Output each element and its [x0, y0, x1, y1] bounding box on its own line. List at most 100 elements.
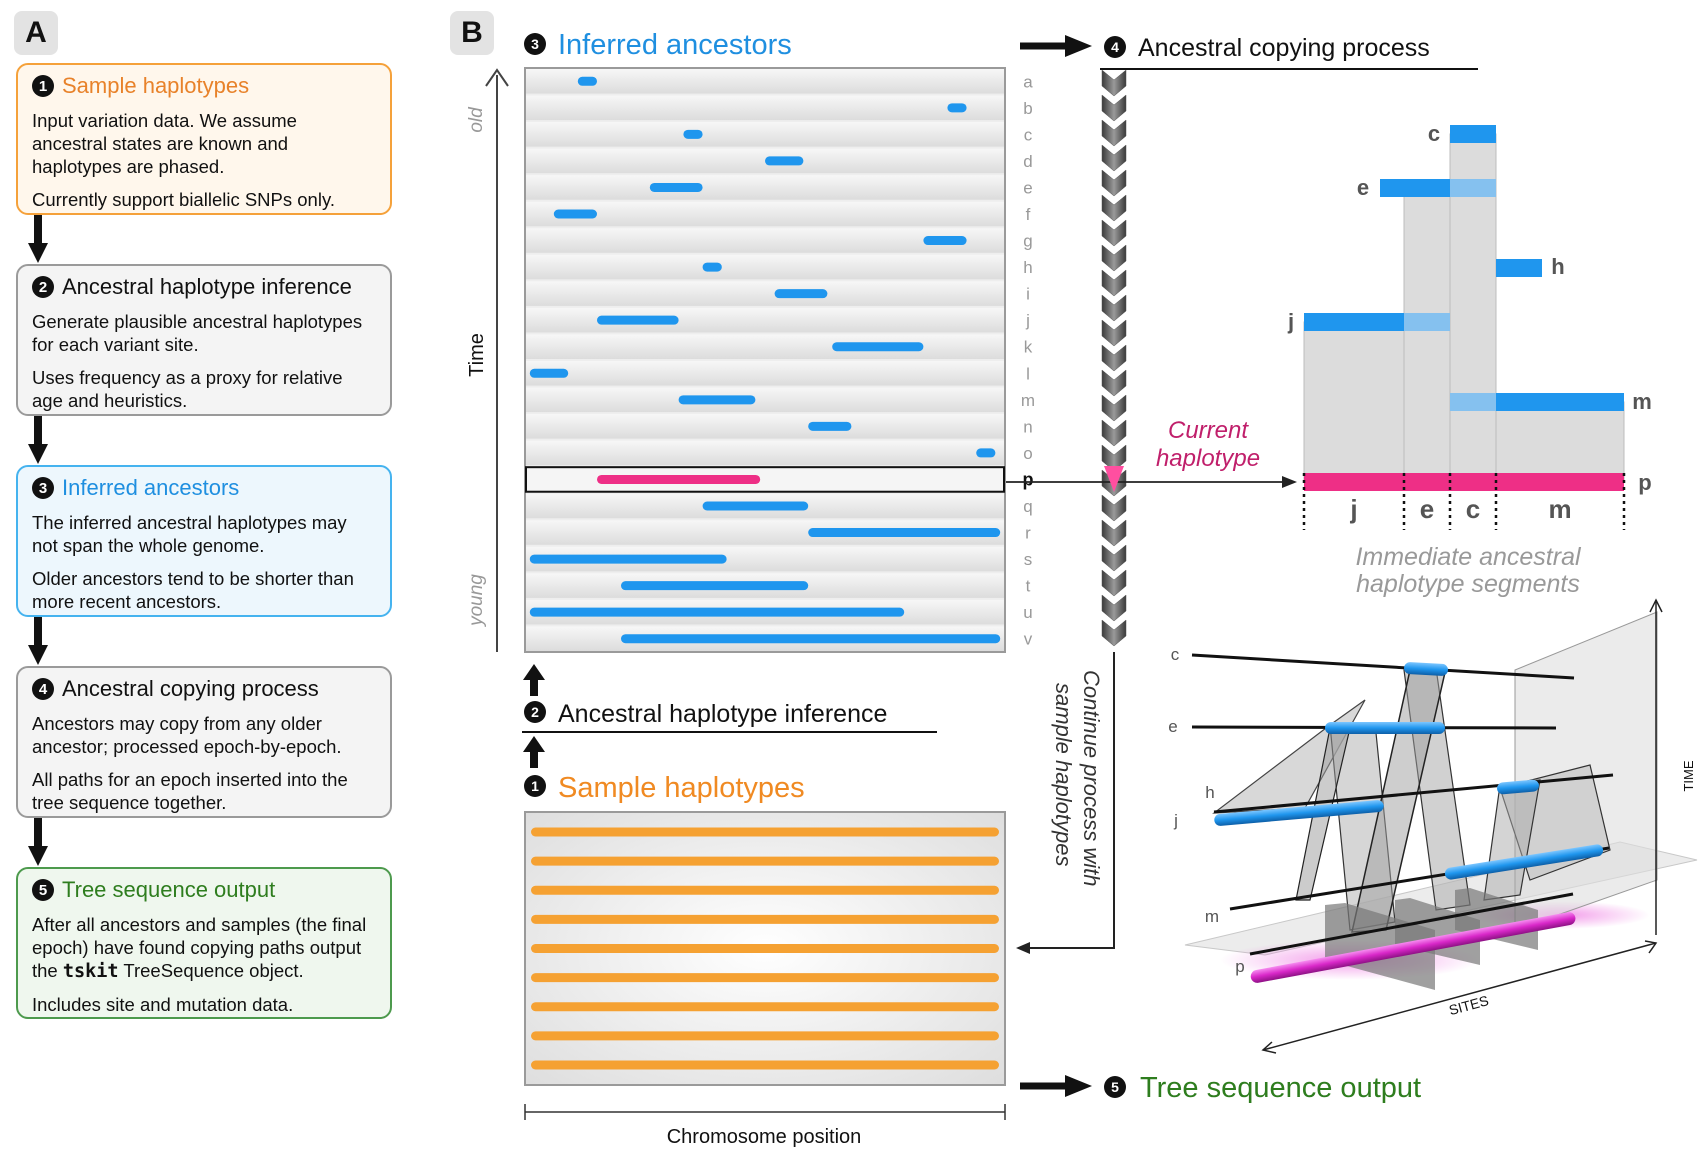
- svg-text:Time: Time: [466, 333, 488, 377]
- svg-text:Sample haplotypes: Sample haplotypes: [558, 772, 805, 804]
- ancestor-label: t: [1026, 577, 1031, 596]
- ancestor-row: [526, 414, 1004, 439]
- ancestor-row: [526, 254, 1004, 280]
- step-4-number: 4: [32, 678, 54, 700]
- svg-text:p: p: [1638, 470, 1651, 495]
- ancestor-row: [526, 440, 1004, 466]
- ancestor-haplotype-bar: [832, 342, 924, 352]
- ancestor-label: p: [1023, 469, 1034, 489]
- ancestor-haplotype-bar: [808, 421, 852, 431]
- svg-text:TIME: TIME: [1681, 760, 1696, 791]
- step-2-paragraph: Generate plausible ancestral haplotypes …: [32, 311, 363, 355]
- ancestor-label: c: [1024, 125, 1033, 144]
- up-arrow-icon: [523, 736, 545, 768]
- svg-text:4: 4: [1111, 39, 1119, 55]
- ancestor-label: l: [1026, 364, 1030, 383]
- ancestor-label: k: [1024, 338, 1033, 357]
- ancestor-label: m: [1021, 391, 1035, 410]
- step-5-number: 5: [32, 879, 54, 901]
- svg-text:1: 1: [531, 778, 539, 794]
- svg-text:c: c: [1171, 645, 1180, 664]
- bar-e: [1380, 179, 1450, 197]
- time-axis: old Time young: [466, 68, 509, 652]
- sample-haplotype-bar: [531, 944, 999, 953]
- ancestor-haplotype-bar: [529, 368, 569, 378]
- header-sample-haplotypes: 1 Sample haplotypes: [524, 772, 805, 804]
- down-arrow-icon: [28, 818, 48, 866]
- svg-text:Tree sequence output: Tree sequence output: [1140, 1072, 1421, 1104]
- ancestor-haplotype-bar: [678, 395, 756, 405]
- step-4-paragraph: All paths for an epoch inserted into the…: [32, 769, 348, 813]
- svg-text:Current: Current: [1168, 417, 1249, 444]
- ancestor-row: [526, 122, 1004, 147]
- ancestor-label: r: [1025, 524, 1031, 543]
- return-arrow: [1016, 652, 1115, 954]
- ancestor-row: [526, 334, 1004, 359]
- step-3-box: 3 Inferred ancestors The inferred ancest…: [16, 465, 392, 617]
- tskit-code: tskit: [62, 961, 119, 982]
- ancestor-row: [526, 387, 1004, 413]
- svg-text:Chromosome position: Chromosome position: [667, 1126, 862, 1148]
- svg-text:Immediate ancestral: Immediate ancestral: [1355, 543, 1582, 571]
- svg-text:j: j: [1349, 494, 1357, 524]
- step-1-title: 1 Sample haplotypes: [32, 73, 376, 99]
- header-ancestral-inference: 2 Ancestral haplotype inference: [522, 700, 937, 733]
- ancestor-haplotype-bar: [621, 634, 1001, 644]
- sample-haplotype-bar: [531, 973, 999, 983]
- bar-h: [1496, 259, 1542, 277]
- header-tree-sequence-output: 5 Tree sequence output: [1020, 1072, 1421, 1104]
- step-4-box: 4 Ancestral copying process Ancestors ma…: [16, 666, 392, 818]
- svg-text:h: h: [1551, 254, 1564, 279]
- svg-text:j: j: [1173, 811, 1178, 830]
- ancestor-haplotype-bar: [702, 262, 722, 272]
- current-haplotype-label: Current haplotype: [1156, 417, 1260, 472]
- step-3-paragraph: Older ancestors tend to be shorter than …: [32, 568, 354, 612]
- ancestor-haplotype-bar: [597, 315, 679, 325]
- step-2-title: 2 Ancestral haplotype inference: [32, 274, 376, 300]
- continue-text: sample haplotypes: [1051, 683, 1076, 866]
- svg-text:m: m: [1548, 494, 1571, 524]
- ancestor-row: [526, 95, 1004, 121]
- step-5-paragraph: Includes site and mutation data.: [32, 994, 294, 1015]
- ancestor-haplotype-bar: [976, 448, 996, 458]
- ancestor-haplotype-bar: [702, 501, 809, 511]
- svg-text:m: m: [1632, 389, 1652, 414]
- step-1-number: 1: [32, 75, 54, 97]
- copying-chevron-chain: [1101, 69, 1127, 647]
- bar-c: [1450, 125, 1496, 143]
- ancestor-haplotype-bar: [774, 289, 828, 299]
- continue-text: Continue process with: [1079, 670, 1104, 886]
- ancestor-haplotype-bar: [577, 76, 597, 86]
- header-inferred-ancestors: 3 Inferred ancestors: [524, 29, 792, 61]
- step-3-paragraph: The inferred ancestral haplotypes may no…: [32, 512, 347, 556]
- step-1-box: 1 Sample haplotypes Input variation data…: [16, 63, 392, 215]
- svg-text:c: c: [1428, 121, 1440, 146]
- svg-text:m: m: [1205, 907, 1219, 926]
- ancestor-label: b: [1023, 99, 1032, 118]
- step-3-number: 3: [32, 477, 54, 499]
- ancestor-label: d: [1023, 152, 1032, 171]
- step-2-box: 2 Ancestral haplotype inference Generate…: [16, 264, 392, 416]
- svg-text:Ancestral copying process: Ancestral copying process: [1138, 34, 1430, 62]
- tree-sequence-3d: c e h j m p TIME SITES: [1168, 598, 1698, 1054]
- svg-text:p: p: [1235, 957, 1244, 976]
- step-4-title: 4 Ancestral copying process: [32, 676, 376, 702]
- header-copying-process: 4 Ancestral copying process: [1020, 34, 1478, 70]
- sample-haplotype-bar: [531, 856, 999, 866]
- ancestor-haplotype-bar: [529, 607, 905, 617]
- ancestor-label: q: [1023, 497, 1032, 516]
- copy-diagram: c e h j m p j e c m Immediate ancestral …: [1287, 121, 1652, 598]
- step-2-paragraph: Uses frequency as a proxy for relative a…: [32, 367, 343, 411]
- ancestor-label: u: [1023, 603, 1032, 622]
- svg-text:j: j: [1287, 309, 1294, 334]
- ancestor-label: a: [1023, 72, 1033, 91]
- step-3-title: 3 Inferred ancestors: [32, 475, 376, 501]
- bar-j: [1304, 313, 1404, 331]
- step-1-paragraph: Currently support biallelic SNPs only.: [32, 189, 335, 210]
- ancestor-haplotype-bar: [683, 129, 703, 139]
- current-haplotype-bar: [1304, 473, 1624, 491]
- svg-text:5: 5: [1111, 1079, 1119, 1095]
- ancestor-label: h: [1023, 258, 1032, 277]
- svg-text:Inferred ancestors: Inferred ancestors: [558, 29, 792, 61]
- ancestor-label: s: [1024, 550, 1033, 569]
